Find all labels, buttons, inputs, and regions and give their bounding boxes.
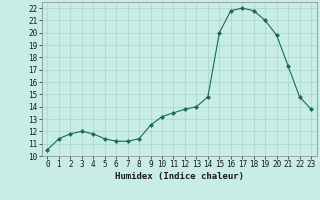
- X-axis label: Humidex (Indice chaleur): Humidex (Indice chaleur): [115, 172, 244, 181]
